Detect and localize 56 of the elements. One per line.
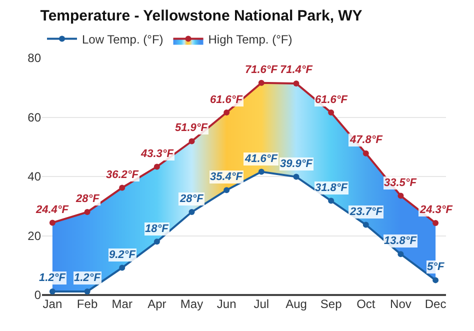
x-tick-label: May — [180, 297, 204, 311]
x-tick-label: Nov — [390, 297, 412, 311]
data-label: 39.9°F — [280, 158, 313, 170]
x-tick-label: Jan — [42, 297, 62, 311]
x-tick-label: Aug — [286, 297, 307, 311]
point — [224, 187, 230, 194]
point — [188, 209, 195, 216]
point — [258, 168, 264, 175]
data-label: 5°F — [427, 261, 445, 273]
y-tick-label: 0 — [34, 288, 42, 302]
data-label: 51.9°F — [175, 122, 208, 134]
x-tick-label: Dec — [424, 297, 446, 311]
point — [328, 198, 334, 204]
y-tick-label: 20 — [28, 228, 42, 243]
data-label: 1.2°F — [74, 272, 101, 284]
x-tick-label: Jul — [254, 297, 270, 311]
data-label: 23.7°F — [349, 206, 383, 218]
data-label: 24.4°F — [35, 204, 69, 216]
y-tick-label: 40 — [28, 170, 42, 184]
y-tick-label: 80 — [28, 51, 42, 66]
point — [49, 288, 56, 294]
point — [362, 222, 369, 228]
x-tick-label: Oct — [356, 297, 376, 311]
x-tick-label: Jun — [216, 297, 236, 311]
data-label: 18°F — [145, 223, 169, 235]
point — [154, 238, 160, 245]
data-label: 13.8°F — [384, 235, 417, 247]
data-label: 31.8°F — [315, 182, 348, 194]
x-tick-label: Mar — [112, 297, 132, 311]
data-label: 1.2°F — [39, 272, 66, 284]
point — [432, 277, 439, 284]
x-tick-label: Apr — [148, 297, 166, 311]
chart-title: Temperature - Yellowstone National Park, WY — [40, 7, 362, 24]
point — [293, 174, 300, 180]
data-label: 36.2°F — [106, 169, 139, 181]
point — [84, 288, 90, 294]
data-label: 24.3°F — [419, 204, 453, 216]
legend-label: High Temp. (°F) — [208, 32, 292, 46]
point — [398, 251, 404, 258]
legend-label: Low Temp. (°F) — [82, 32, 164, 46]
data-label: 71.4°F — [280, 64, 313, 76]
data-label: 61.6°F — [315, 94, 348, 106]
data-label: 9.2°F — [109, 249, 136, 261]
data-label: 28°F — [179, 193, 204, 205]
data-label: 41.6°F — [244, 153, 278, 165]
y-tick-label: 60 — [28, 110, 42, 124]
data-label: 71.6°F — [245, 64, 278, 76]
data-label: 47.8°F — [349, 134, 383, 146]
data-label: 33.5°F — [384, 177, 417, 189]
x-tick-label: Sep — [320, 297, 342, 311]
point — [119, 264, 126, 271]
data-label: 35.4°F — [210, 171, 243, 183]
data-label: 43.3°F — [140, 148, 174, 160]
data-label: 61.6°F — [210, 94, 243, 106]
data-label: 28°F — [75, 193, 100, 205]
x-tick-label: Feb — [76, 297, 98, 311]
